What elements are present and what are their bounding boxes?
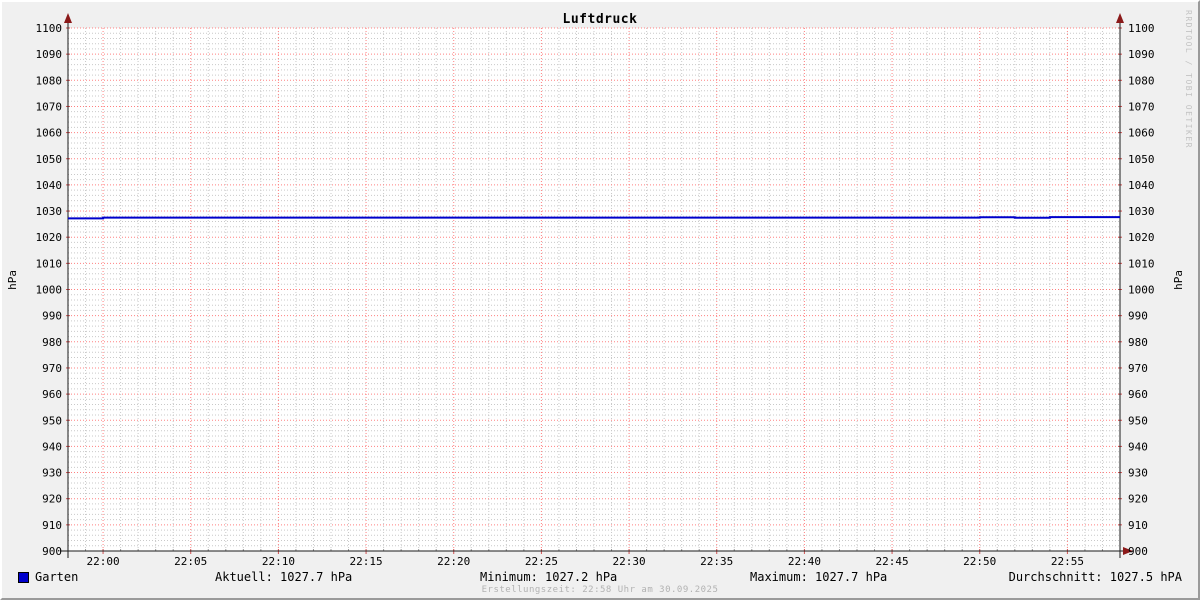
x-axis-arrow bbox=[1123, 547, 1133, 555]
y-axis-label-right: hPa bbox=[1172, 270, 1185, 290]
y-tick-label-left: 1080 bbox=[36, 74, 63, 87]
y-tick-label-right: 1060 bbox=[1128, 127, 1155, 140]
y-tick-label-right: 1020 bbox=[1128, 231, 1155, 244]
x-tick-label: 22:30 bbox=[613, 555, 646, 568]
legend-series-garten: Garten bbox=[18, 570, 78, 584]
y-tick-label-right: 1000 bbox=[1128, 284, 1155, 297]
y-tick-label-right: 930 bbox=[1128, 467, 1148, 480]
stat-maximum: Maximum: 1027.7 hPa bbox=[750, 570, 888, 584]
y-tick-label-left: 970 bbox=[42, 362, 62, 375]
y-tick-label-right: 1080 bbox=[1128, 74, 1155, 87]
y-tick-label-right: 1100 bbox=[1128, 22, 1155, 35]
y-tick-label-left: 1020 bbox=[36, 231, 63, 244]
y-tick-label-left: 1090 bbox=[36, 48, 63, 61]
y-tick-label-left: 950 bbox=[42, 414, 62, 427]
y-tick-label-right: 950 bbox=[1128, 414, 1148, 427]
rrdtool-watermark: RRDTOOL / TOBI OETIKER bbox=[1184, 10, 1193, 149]
y-tick-label-right: 920 bbox=[1128, 493, 1148, 506]
y-axis-arrow-left bbox=[64, 13, 72, 23]
y-tick-label-left: 1040 bbox=[36, 179, 63, 192]
y-tick-label-left: 1010 bbox=[36, 257, 63, 270]
y-axis-label-left: hPa bbox=[6, 270, 19, 290]
y-tick-label-left: 940 bbox=[42, 440, 62, 453]
y-tick-label-right: 1030 bbox=[1128, 205, 1155, 218]
y-tick-label-left: 1100 bbox=[36, 22, 63, 35]
y-tick-label-right: 940 bbox=[1128, 440, 1148, 453]
x-tick-label: 22:40 bbox=[788, 555, 821, 568]
x-tick-label: 22:55 bbox=[1051, 555, 1084, 568]
y-tick-label-right: 900 bbox=[1128, 545, 1148, 558]
x-tick-label: 22:15 bbox=[350, 555, 383, 568]
y-tick-label-left: 920 bbox=[42, 493, 62, 506]
x-tick-label: 22:45 bbox=[876, 555, 909, 568]
y-tick-label-left: 1050 bbox=[36, 153, 63, 166]
y-tick-label-right: 980 bbox=[1128, 336, 1148, 349]
y-tick-label-left: 900 bbox=[42, 545, 62, 558]
x-tick-label: 22:05 bbox=[174, 555, 207, 568]
y-tick-label-left: 1060 bbox=[36, 127, 63, 140]
y-tick-label-right: 990 bbox=[1128, 310, 1148, 323]
chart-title: Luftdruck bbox=[562, 12, 638, 27]
y-tick-label-left: 1070 bbox=[36, 100, 63, 113]
x-tick-label: 22:00 bbox=[87, 555, 120, 568]
series-color-swatch bbox=[18, 571, 29, 583]
y-tick-label-left: 960 bbox=[42, 388, 62, 401]
y-tick-label-left: 930 bbox=[42, 467, 62, 480]
stat-durchschnitt: Durchschnitt: 1027.5 hPA bbox=[1008, 570, 1182, 584]
y-tick-label-left: 910 bbox=[42, 519, 62, 532]
y-tick-label-left: 990 bbox=[42, 310, 62, 323]
y-tick-label-right: 1010 bbox=[1128, 257, 1155, 270]
y-tick-label-right: 1040 bbox=[1128, 179, 1155, 192]
y-tick-label-right: 1090 bbox=[1128, 48, 1155, 61]
y-tick-label-right: 960 bbox=[1128, 388, 1148, 401]
y-tick-label-right: 910 bbox=[1128, 519, 1148, 532]
y-tick-label-left: 1000 bbox=[36, 284, 63, 297]
legend-series-label: Garten bbox=[35, 570, 79, 584]
x-tick-label: 22:50 bbox=[963, 555, 996, 568]
y-tick-label-right: 1070 bbox=[1128, 100, 1155, 113]
x-tick-label: 22:25 bbox=[525, 555, 558, 568]
series-line-garten bbox=[68, 216, 1120, 220]
y-tick-label-right: 970 bbox=[1128, 362, 1148, 375]
stat-aktuell: Aktuell: 1027.7 hPa bbox=[215, 570, 353, 584]
y-tick-label-left: 1030 bbox=[36, 205, 63, 218]
creation-timestamp: Erstellungszeit: 22:58 Uhr am 30.09.2025 bbox=[481, 585, 719, 595]
stat-minimum: Minimum: 1027.2 hPa bbox=[480, 570, 618, 584]
y-tick-label-left: 980 bbox=[42, 336, 62, 349]
x-tick-label: 22:10 bbox=[262, 555, 295, 568]
x-tick-label: 22:35 bbox=[700, 555, 733, 568]
x-tick-label: 22:20 bbox=[437, 555, 470, 568]
y-axis-arrow-right bbox=[1116, 13, 1124, 23]
y-tick-label-right: 1050 bbox=[1128, 153, 1155, 166]
